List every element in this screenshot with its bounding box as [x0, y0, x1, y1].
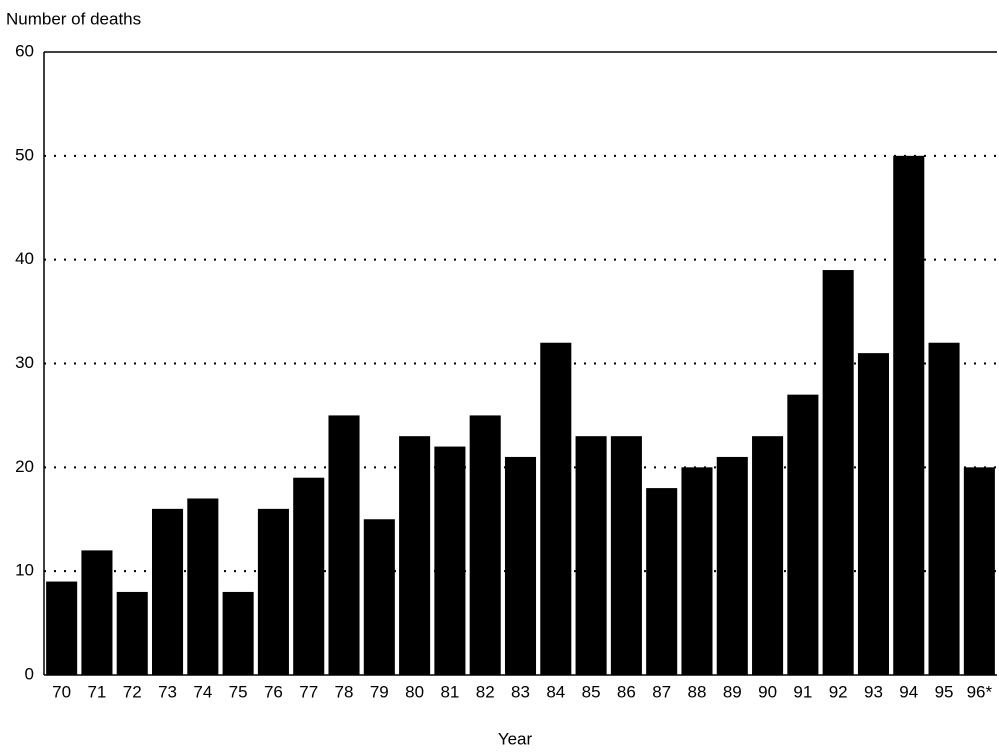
- bar: [752, 436, 784, 675]
- bar: [81, 550, 113, 675]
- bar: [540, 342, 572, 675]
- x-tick-label: 95: [935, 682, 954, 701]
- y-axis-label: Number of deaths: [6, 9, 141, 28]
- bar: [893, 155, 925, 676]
- x-tick-label: 91: [793, 682, 812, 701]
- x-tick-label: 94: [899, 682, 918, 701]
- x-tick-label: 74: [193, 682, 212, 701]
- bar: [822, 270, 854, 675]
- x-tick-label: 77: [299, 682, 318, 701]
- bar: [434, 446, 466, 675]
- x-tick-label: 86: [617, 682, 636, 701]
- y-tick-label: 30: [15, 353, 34, 372]
- bar: [857, 353, 889, 675]
- x-tick-label: 76: [264, 682, 283, 701]
- bar: [46, 581, 78, 675]
- x-tick-label: 72: [123, 682, 142, 701]
- x-tick-label: 73: [158, 682, 177, 701]
- x-tick-label: 82: [476, 682, 495, 701]
- x-tick-label: 79: [370, 682, 389, 701]
- x-tick-label: 92: [829, 682, 848, 701]
- bar: [963, 467, 995, 675]
- bar: [575, 436, 607, 675]
- bar: [469, 415, 501, 675]
- y-tick-label: 10: [15, 561, 34, 580]
- x-axis-label: Year: [498, 729, 533, 748]
- x-tick-label: 88: [688, 682, 707, 701]
- bar: [257, 508, 289, 675]
- bar: [504, 456, 537, 675]
- bar: [222, 591, 254, 675]
- x-tick-label: 89: [723, 682, 742, 701]
- x-tick-label: 83: [511, 682, 530, 701]
- x-tick-label: 84: [546, 682, 565, 701]
- x-tick-label: 78: [335, 682, 354, 701]
- x-tick-label: 85: [582, 682, 601, 701]
- x-tick-label: 93: [864, 682, 883, 701]
- bar: [787, 394, 819, 675]
- x-tick-label: 96*: [967, 682, 993, 701]
- bar: [610, 436, 642, 675]
- y-tick-label: 20: [15, 457, 34, 476]
- x-tick-label: 70: [52, 682, 71, 701]
- y-tick-label: 40: [15, 249, 34, 268]
- x-tick-label: 90: [758, 682, 777, 701]
- y-tick-label: 50: [15, 145, 34, 164]
- x-tick-label: 71: [87, 682, 106, 701]
- bar: [363, 519, 395, 675]
- bar: [716, 456, 748, 675]
- bar: [152, 508, 184, 675]
- x-tick-label: 80: [405, 682, 424, 701]
- bar: [116, 591, 148, 675]
- bar: [928, 342, 960, 675]
- bar: [187, 498, 219, 675]
- x-tick-label: 81: [440, 682, 459, 701]
- y-tick-label: 0: [25, 664, 34, 683]
- bar: [293, 477, 325, 675]
- y-tick-label: 60: [15, 41, 34, 60]
- bar: [328, 415, 360, 675]
- bar: [681, 467, 713, 675]
- x-tick-label: 87: [652, 682, 671, 701]
- bar: [399, 436, 431, 675]
- bar: [646, 488, 678, 675]
- x-tick-label: 75: [229, 682, 248, 701]
